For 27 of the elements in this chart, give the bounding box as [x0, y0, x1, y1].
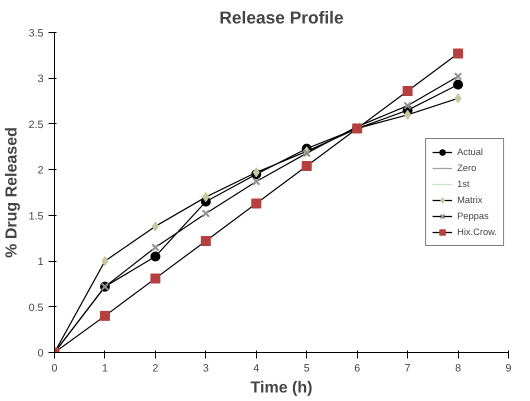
- x-tick-label: 8: [455, 362, 462, 374]
- x-tick-label: 0: [52, 362, 58, 374]
- legend-label: Peppas: [457, 210, 489, 223]
- x-tick-label: 4: [253, 362, 260, 374]
- x-tick-label: 7: [404, 362, 411, 374]
- y-tick-label: 2.5: [28, 118, 44, 131]
- legend-label: 1st: [457, 178, 471, 191]
- y-tick-label: 1.5: [28, 210, 44, 222]
- y-tick-label: 2: [38, 164, 44, 177]
- y-tick-label: 0: [38, 348, 44, 360]
- legend-label: Zero: [457, 162, 478, 175]
- x-tick-label: 9: [506, 362, 512, 374]
- legend-label: Matrix: [457, 194, 482, 207]
- x-tick-label: 2: [152, 362, 158, 374]
- x-tick-label: 1: [102, 362, 108, 374]
- chart-title: Release Profile: [219, 8, 344, 28]
- legend-label: Hix.Crow.: [457, 226, 497, 239]
- y-tick-label: 3.5: [28, 28, 44, 40]
- x-tick-label: 6: [354, 362, 360, 374]
- legend-label: Actual: [457, 146, 484, 159]
- y-axis-title: % Drug Released: [4, 127, 21, 258]
- x-axis-title: Time (h): [250, 380, 312, 396]
- y-tick-label: 3: [38, 73, 44, 86]
- y-tick-label: 1: [38, 256, 44, 268]
- y-tick-label: 0.5: [28, 302, 44, 314]
- x-tick-label: 5: [304, 362, 310, 374]
- x-tick-label: 3: [202, 362, 209, 374]
